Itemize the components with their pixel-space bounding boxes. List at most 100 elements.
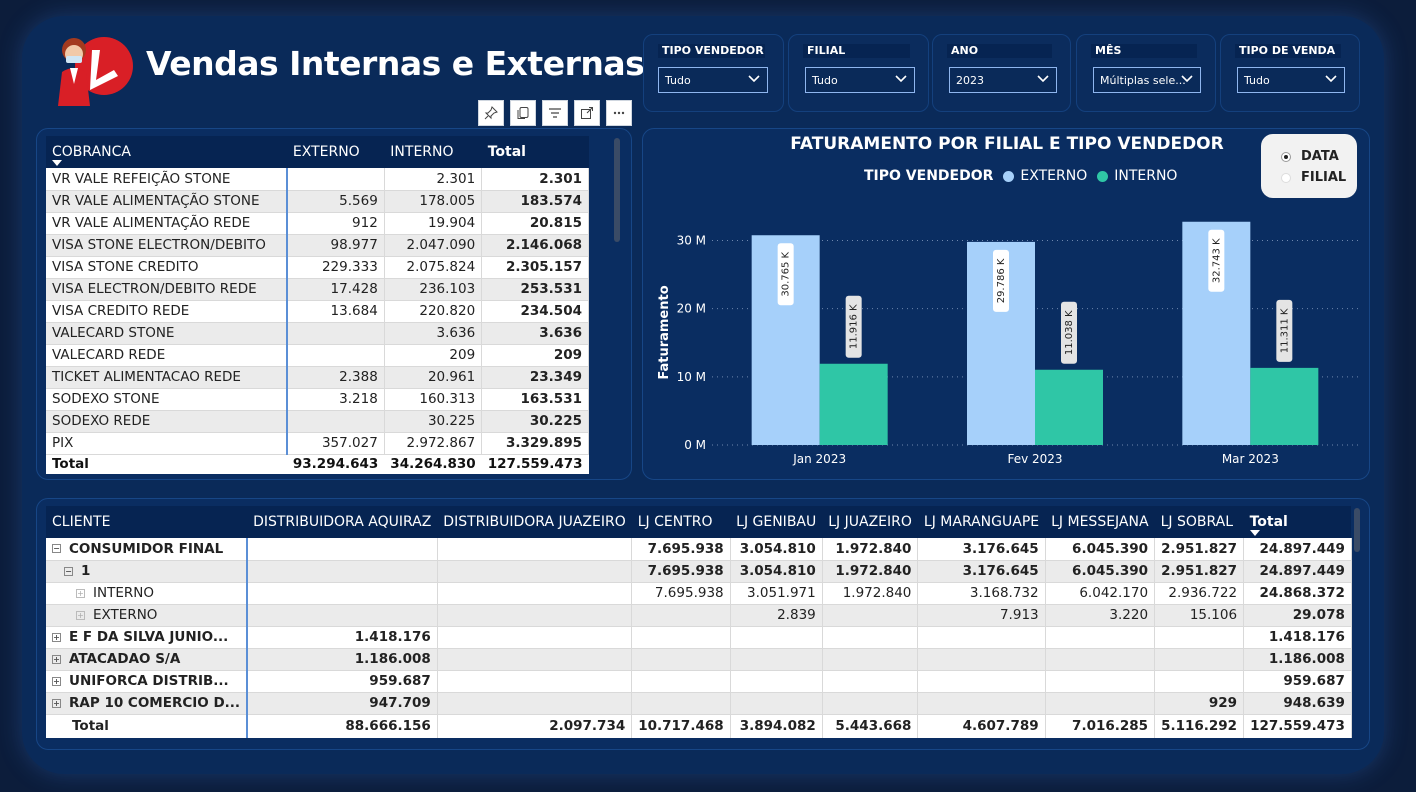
table-row[interactable]: TICKET ALIMENTACAO REDE 2.388 20.961 23.349: [46, 366, 589, 389]
cell-value: [1154, 670, 1245, 693]
cell-value: 2.972.867: [384, 432, 483, 455]
cell-value: 2.301: [384, 168, 483, 191]
column-header-lj-sobral[interactable]: LJ SOBRAL: [1154, 506, 1244, 538]
toggle-option-data[interactable]: DATA: [1281, 149, 1339, 164]
filter-dropdown-tipo-de-venda[interactable]: Tudo: [1237, 67, 1345, 93]
cell-value: [1154, 626, 1245, 649]
copy-button[interactable]: [510, 100, 536, 126]
column-header-distribuidora-juazeiro[interactable]: DISTRIBUIDORA JUAZEIRO: [437, 506, 632, 538]
table-row[interactable]: −1 7.695.938 3.054.810 1.972.840 3.176.645 6.…: [46, 560, 1352, 583]
table-row[interactable]: VR VALE ALIMENTAÇÃO REDE 912 19.904 20.815: [46, 212, 589, 235]
expand-icon[interactable]: +: [52, 676, 61, 686]
cell-value: 3.054.810: [730, 538, 823, 561]
column-header-lj-messejana[interactable]: LJ MESSEJANA: [1045, 506, 1155, 538]
column-header-lj-centro[interactable]: LJ CENTRO: [631, 506, 731, 538]
table-row[interactable]: VR VALE ALIMENTAÇÃO STONE 5.569 178.005 183…: [46, 190, 589, 213]
cell-value: [730, 692, 823, 715]
cell-value: [247, 560, 438, 583]
expand-icon[interactable]: +: [76, 588, 85, 598]
column-header-lj-maranguape[interactable]: LJ MARANGUAPE: [917, 506, 1046, 538]
cell-value: 5.569: [286, 190, 385, 213]
total-value: 127.559.473: [1243, 714, 1352, 738]
x-tick-label: Fev 2023: [1007, 452, 1062, 466]
column-header-total[interactable]: Total: [1243, 506, 1352, 538]
row-label-cell: + E F DA SILVA JUNIO...: [46, 626, 249, 649]
row-label-cell: −1: [46, 560, 249, 583]
cell-value: [917, 648, 1046, 671]
filter-tipo-vendedor: TIPO VENDEDOR Tudo: [643, 34, 784, 112]
table-row[interactable]: VISA STONE ELECTRON/DEBITO 98.977 2.047.09…: [46, 234, 589, 257]
table-row[interactable]: VR VALE REFEIÇÃO STONE 2.301 2.301: [46, 168, 589, 191]
column-header-interno[interactable]: INTERNO: [384, 136, 482, 168]
more-options-button[interactable]: [606, 100, 632, 126]
column-header-total[interactable]: Total: [481, 136, 589, 168]
cell-value: [437, 670, 633, 693]
column-header-lj-genibau[interactable]: LJ GENIBAU: [730, 506, 823, 538]
column-header-externo[interactable]: EXTERNO: [286, 136, 385, 168]
row-label: INTERNO: [93, 585, 154, 601]
cell-value: 163.531: [481, 388, 589, 411]
table-row[interactable]: VISA STONE CREDITO 229.333 2.075.824 2.305.…: [46, 256, 589, 279]
expand-icon[interactable]: +: [52, 654, 61, 664]
expand-icon[interactable]: +: [52, 698, 61, 708]
table-row[interactable]: VALECARD REDE 209 209: [46, 344, 589, 367]
focus-mode-button[interactable]: [574, 100, 600, 126]
filter-mes: MÊS Múltiplas sele...: [1076, 34, 1216, 112]
total-value: 4.607.789: [917, 714, 1046, 738]
collapse-icon[interactable]: −: [52, 544, 61, 554]
column-header-cobranca[interactable]: COBRANCA: [46, 136, 287, 168]
table-row[interactable]: + EXTERNO 2.839 7.913 3.220 15.106 29.078: [46, 604, 1352, 627]
filter-dropdown-mes[interactable]: Múltiplas sele...: [1093, 67, 1201, 93]
row-label: TICKET ALIMENTACAO REDE: [46, 366, 288, 389]
cell-value: 3.636: [481, 322, 589, 345]
cliente-scrollbar[interactable]: [1354, 508, 1360, 552]
pin-button[interactable]: [478, 100, 504, 126]
filter-dropdown-filial[interactable]: Tudo: [805, 67, 915, 93]
row-label: VR VALE ALIMENTAÇÃO STONE: [46, 190, 288, 213]
row-label: VR VALE REFEIÇÃO STONE: [46, 168, 288, 191]
cell-value: 30.225: [384, 410, 483, 433]
total-row: Total 93.294.643 34.264.830 127.559.473: [46, 454, 589, 474]
column-header-cliente[interactable]: CLIENTE: [46, 506, 248, 538]
x-tick-label: Mar 2023: [1222, 452, 1279, 466]
radio-data[interactable]: [1281, 151, 1291, 162]
table-row[interactable]: + INTERNO 7.695.938 3.051.971 1.972.840 3.168…: [46, 582, 1352, 605]
filter-dropdown-ano[interactable]: 2023: [949, 67, 1057, 93]
expand-icon[interactable]: +: [76, 610, 85, 620]
row-label: VISA STONE CREDITO: [46, 256, 288, 279]
cell-value: 209: [481, 344, 589, 367]
table-row[interactable]: + RAP 10 COMERCIO D... 947.709 929 948.639: [46, 692, 1352, 715]
cell-value: [437, 538, 633, 561]
table-row[interactable]: + E F DA SILVA JUNIO... 1.418.176 1.418.176: [46, 626, 1352, 649]
total-value: 93.294.643: [286, 454, 385, 474]
row-label: VR VALE ALIMENTAÇÃO REDE: [46, 212, 288, 235]
table-row[interactable]: + UNIFORCA DISTRIB... 959.687 959.687: [46, 670, 1352, 693]
table-row[interactable]: + ATACADAO S/A 1.186.008 1.186.008: [46, 648, 1352, 671]
cell-value: [286, 344, 385, 367]
cell-value: [247, 538, 438, 561]
radio-filial[interactable]: [1281, 172, 1291, 183]
toggle-option-filial[interactable]: FILIAL: [1281, 170, 1346, 185]
data-label-box: [1276, 299, 1293, 362]
cell-value: 3.054.810: [730, 560, 823, 583]
table-row[interactable]: SODEXO REDE 30.225 30.225: [46, 410, 589, 433]
x-tick-label: Jan 2023: [792, 452, 846, 466]
column-header-distribuidora-aquiraz[interactable]: DISTRIBUIDORA AQUIRAZ: [247, 506, 438, 538]
table-row[interactable]: PIX 357.027 2.972.867 3.329.895: [46, 432, 589, 455]
column-header-lj-juazeiro[interactable]: LJ JUAZEIRO: [822, 506, 918, 538]
cobranca-scrollbar[interactable]: [614, 138, 620, 242]
filter-dropdown-tipo-vendedor[interactable]: Tudo: [658, 67, 768, 93]
table-row[interactable]: VISA CREDITO REDE 13.684 220.820 234.504: [46, 300, 589, 323]
legend-item-externo[interactable]: EXTERNO: [1020, 168, 1088, 184]
table-row[interactable]: VALECARD STONE 3.636 3.636: [46, 322, 589, 345]
collapse-icon[interactable]: −: [64, 566, 73, 576]
legend-item-interno[interactable]: INTERNO: [1114, 168, 1178, 184]
filter-button[interactable]: [542, 100, 568, 126]
cell-value: 7.913: [917, 604, 1046, 627]
row-label: ATACADAO S/A: [69, 651, 181, 667]
filter-tipo-de-venda: TIPO DE VENDA Tudo: [1220, 34, 1360, 112]
table-row[interactable]: SODEXO STONE 3.218 160.313 163.531: [46, 388, 589, 411]
expand-icon[interactable]: +: [52, 632, 61, 642]
table-row[interactable]: VISA ELECTRON/DEBITO REDE 17.428 236.103 25…: [46, 278, 589, 301]
table-row[interactable]: − CONSUMIDOR FINAL 7.695.938 3.054.810 1.972…: [46, 538, 1352, 561]
